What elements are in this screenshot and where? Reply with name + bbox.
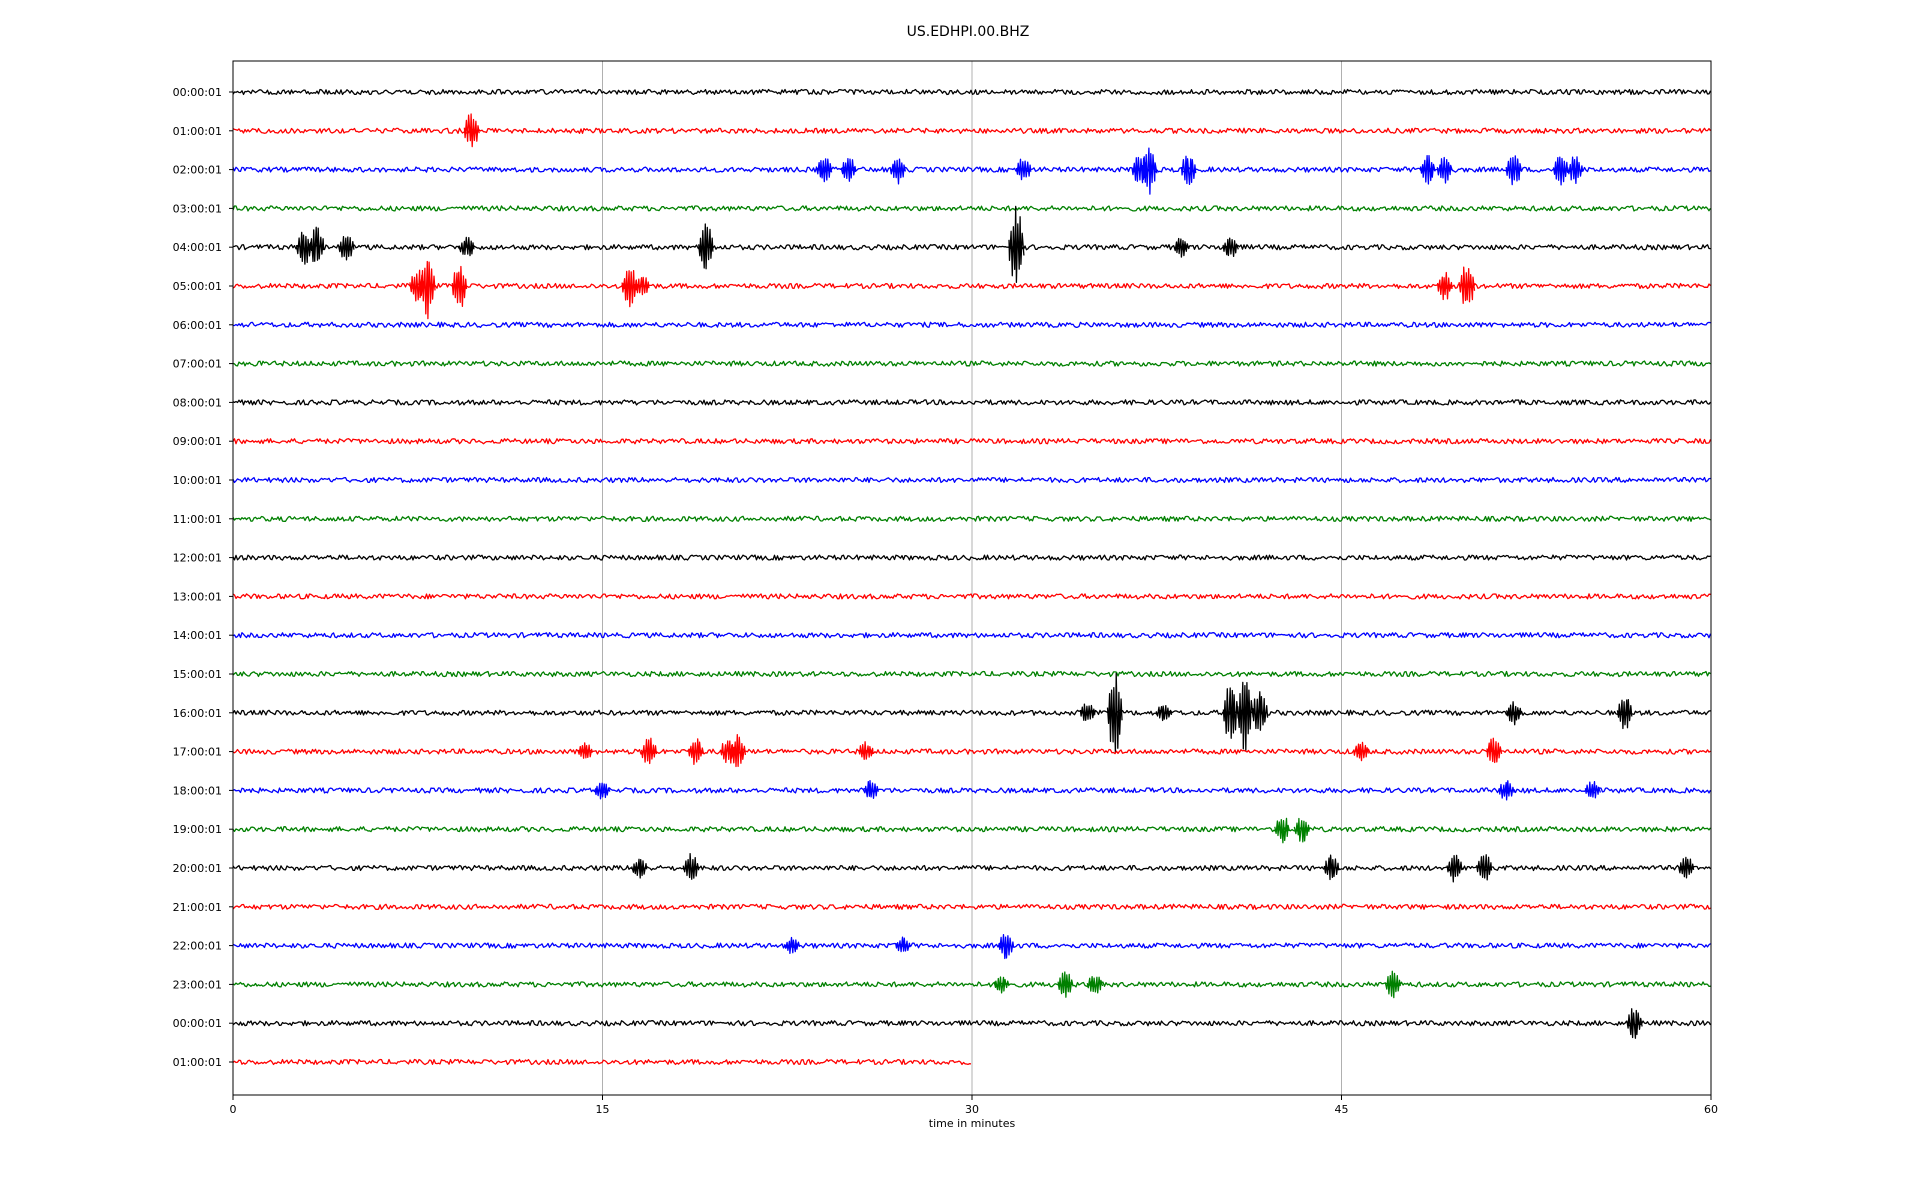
trace-row-5	[232, 260, 1711, 320]
trace-row-9	[232, 438, 1712, 445]
trace-row-3	[232, 205, 1712, 212]
trace-row-8	[232, 399, 1712, 406]
trace-row-24	[232, 1008, 1712, 1039]
trace-row-17	[232, 734, 1711, 768]
row-label-4: 04:00:01	[173, 241, 222, 254]
trace-row-19	[232, 817, 1712, 844]
row-label-22: 22:00:01	[173, 940, 222, 953]
row-label-9: 09:00:01	[173, 435, 222, 448]
x-axis-ticks: 0 15 30 45 60	[230, 1095, 1718, 1116]
chart-title: US.EDHPI.00.BHZ	[907, 24, 1030, 40]
trace-row-7	[232, 360, 1711, 367]
trace-row-2	[232, 147, 1711, 195]
row-label-3: 03:00:01	[173, 202, 222, 215]
row-label-15: 15:00:01	[173, 668, 222, 681]
row-time-labels: 00:00:01 01:00:01 02:00:01 03:00:01 04:00:01…	[173, 86, 233, 1069]
row-label-11: 11:00:01	[173, 513, 222, 526]
row-label-20: 20:00:01	[173, 862, 222, 875]
row-label-8: 08:00:01	[173, 396, 222, 409]
row-label-6: 06:00:01	[173, 319, 222, 332]
trace-row-22	[232, 933, 1711, 960]
trace-row-20	[232, 852, 1711, 883]
row-label-19: 19:00:01	[173, 823, 222, 836]
trace-row-4	[232, 205, 1711, 284]
trace-row-23	[232, 970, 1711, 999]
x-tick-label-3: 45	[1335, 1103, 1349, 1116]
row-label-7: 07:00:01	[173, 358, 222, 371]
x-tick-label-4: 60	[1704, 1103, 1718, 1116]
row-label-12: 12:00:01	[173, 552, 222, 565]
row-label-23: 23:00:01	[173, 978, 222, 991]
row-label-17: 17:00:01	[173, 746, 222, 759]
vertical-gridlines	[602, 61, 1342, 1095]
row-label-1: 01:00:01	[173, 125, 222, 138]
x-axis-label: time in minutes	[929, 1117, 1016, 1130]
trace-row-15	[232, 670, 1711, 678]
seismic-traces	[232, 88, 1712, 1066]
trace-row-18	[232, 779, 1712, 801]
trace-row-6	[233, 321, 1711, 328]
x-tick-label-0: 0	[230, 1103, 237, 1116]
trace-row-1	[232, 113, 1712, 148]
row-label-21: 21:00:01	[173, 901, 222, 914]
trace-row-16	[232, 672, 1711, 754]
row-label-16: 16:00:01	[173, 707, 222, 720]
x-tick-label-1: 15	[596, 1103, 610, 1116]
trace-row-10	[232, 476, 1711, 484]
trace-row-14	[232, 632, 1712, 639]
row-label-2: 02:00:01	[173, 164, 222, 177]
row-label-18: 18:00:01	[173, 784, 222, 797]
row-label-25: 01:00:01	[173, 1056, 222, 1069]
row-label-10: 10:00:01	[173, 474, 222, 487]
trace-row-12	[232, 554, 1711, 561]
trace-row-21	[232, 903, 1711, 910]
row-label-13: 13:00:01	[173, 590, 222, 603]
trace-row-13	[232, 593, 1711, 600]
row-label-5: 05:00:01	[173, 280, 222, 293]
row-label-24: 00:00:01	[173, 1017, 222, 1030]
row-label-14: 14:00:01	[173, 629, 222, 642]
row-label-0: 00:00:01	[173, 86, 222, 99]
trace-row-25	[232, 1058, 972, 1066]
trace-row-0	[232, 88, 1712, 96]
trace-row-11	[232, 515, 1711, 522]
x-tick-label-2: 30	[965, 1103, 979, 1116]
